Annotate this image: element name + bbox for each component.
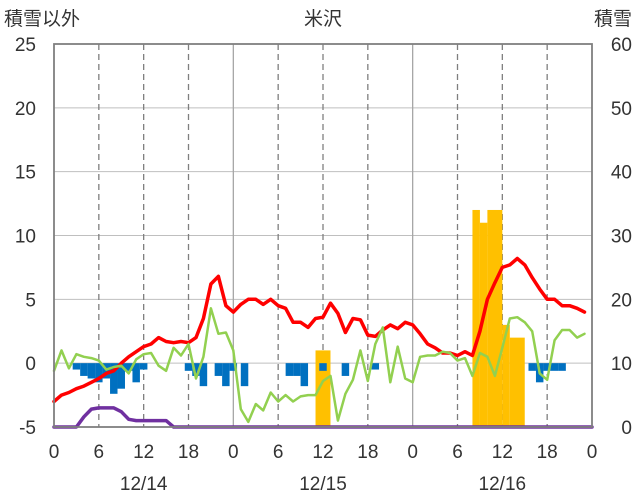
snow-depth-bar xyxy=(509,337,525,427)
left-tick-label: 25 xyxy=(15,35,36,56)
right-tick-label: 40 xyxy=(611,163,632,184)
left-tick-label: 0 xyxy=(25,354,36,375)
negative-bar xyxy=(240,363,249,387)
series-line xyxy=(52,307,586,424)
negative-bar xyxy=(341,363,350,376)
date-label: 12/14 xyxy=(120,474,168,495)
x-tick-label: 12 xyxy=(492,442,513,463)
right-tick-label: 50 xyxy=(611,99,632,120)
x-tick-label: 6 xyxy=(452,442,463,463)
right-tick-label: 0 xyxy=(621,418,632,439)
left-tick-label: 15 xyxy=(15,163,36,184)
negative-bar xyxy=(528,363,536,371)
left-tick-label: 20 xyxy=(15,99,36,120)
negative-bar xyxy=(139,363,148,370)
snow-depth-bar xyxy=(502,324,510,427)
date-label: 12/15 xyxy=(299,474,347,495)
right-tick-label: 60 xyxy=(611,35,632,56)
x-tick-label: 18 xyxy=(357,442,378,463)
negative-bar xyxy=(222,363,230,387)
negative-bar xyxy=(87,363,96,379)
x-tick-label: 18 xyxy=(178,442,199,463)
negative-bar xyxy=(550,363,559,371)
negative-bar xyxy=(117,363,125,389)
left-tick-label: 5 xyxy=(25,290,36,311)
negative-bar xyxy=(300,363,309,387)
negative-bar xyxy=(293,363,301,376)
chart-title: 米沢 xyxy=(304,8,342,30)
negative-bar xyxy=(199,363,208,387)
x-tick-label: 0 xyxy=(407,442,418,463)
x-tick-label: 0 xyxy=(49,442,60,463)
right-tick-label: 30 xyxy=(611,227,632,248)
negative-bar xyxy=(95,363,103,383)
series-line xyxy=(52,256,587,404)
negative-bar xyxy=(285,363,294,376)
negative-bar xyxy=(192,363,200,376)
date-label: 12/16 xyxy=(479,474,527,495)
x-tick-label: 6 xyxy=(273,442,284,463)
negative-bar xyxy=(132,363,140,383)
left-axis-title: 積雪以外 xyxy=(4,8,80,30)
left-tick-label: 10 xyxy=(15,227,36,248)
right-tick-label: 20 xyxy=(611,290,632,311)
x-tick-label: 0 xyxy=(587,442,598,463)
negative-bar xyxy=(214,363,223,376)
negative-bar xyxy=(80,363,88,376)
negative-bar xyxy=(110,363,118,394)
snow-depth-bar xyxy=(479,222,488,427)
plot-frame xyxy=(53,43,593,428)
negative-bar xyxy=(229,363,238,371)
x-tick-label: 18 xyxy=(537,442,558,463)
negative-bar xyxy=(124,363,133,371)
negative-bar xyxy=(543,363,551,371)
x-tick-label: 6 xyxy=(94,442,105,463)
x-tick-label: 12 xyxy=(312,442,333,463)
negative-bar xyxy=(371,363,380,370)
right-axis-title: 積雪 xyxy=(594,8,632,30)
x-tick-label: 0 xyxy=(228,442,239,463)
snow-depth-bar xyxy=(472,209,480,427)
right-tick-label: 10 xyxy=(611,354,632,375)
negative-bar xyxy=(558,363,566,371)
left-tick-label: -5 xyxy=(19,418,36,439)
negative-bar xyxy=(319,363,327,371)
negative-bar xyxy=(72,363,81,370)
negative-bar xyxy=(184,363,193,371)
x-tick-label: 12 xyxy=(133,442,154,463)
snow-depth-bar xyxy=(487,209,503,427)
